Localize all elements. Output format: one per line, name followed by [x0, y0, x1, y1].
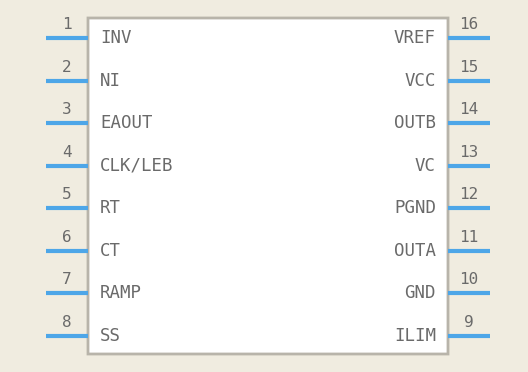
Text: ILIM: ILIM [394, 327, 436, 345]
Text: OUTB: OUTB [394, 114, 436, 132]
FancyBboxPatch shape [88, 18, 448, 354]
Text: NI: NI [100, 71, 121, 90]
Text: 5: 5 [62, 187, 72, 202]
Text: 1: 1 [62, 17, 72, 32]
Text: 16: 16 [459, 17, 478, 32]
Text: 10: 10 [459, 272, 478, 288]
Text: CT: CT [100, 242, 121, 260]
Text: PGND: PGND [394, 199, 436, 217]
Text: 13: 13 [459, 145, 478, 160]
Text: 7: 7 [62, 272, 72, 288]
Text: 3: 3 [62, 102, 72, 117]
Text: INV: INV [100, 29, 131, 47]
Text: GND: GND [404, 285, 436, 302]
Text: VCC: VCC [404, 71, 436, 90]
Text: 6: 6 [62, 230, 72, 245]
Text: RT: RT [100, 199, 121, 217]
Text: 4: 4 [62, 145, 72, 160]
Text: VC: VC [415, 157, 436, 175]
Text: SS: SS [100, 327, 121, 345]
Text: 15: 15 [459, 60, 478, 74]
Text: 9: 9 [464, 315, 474, 330]
Text: 2: 2 [62, 60, 72, 74]
Text: 12: 12 [459, 187, 478, 202]
Text: VREF: VREF [394, 29, 436, 47]
Text: EAOUT: EAOUT [100, 114, 153, 132]
Text: 14: 14 [459, 102, 478, 117]
Text: 8: 8 [62, 315, 72, 330]
Text: OUTA: OUTA [394, 242, 436, 260]
Text: CLK/LEB: CLK/LEB [100, 157, 174, 175]
Text: 11: 11 [459, 230, 478, 245]
Text: RAMP: RAMP [100, 285, 142, 302]
